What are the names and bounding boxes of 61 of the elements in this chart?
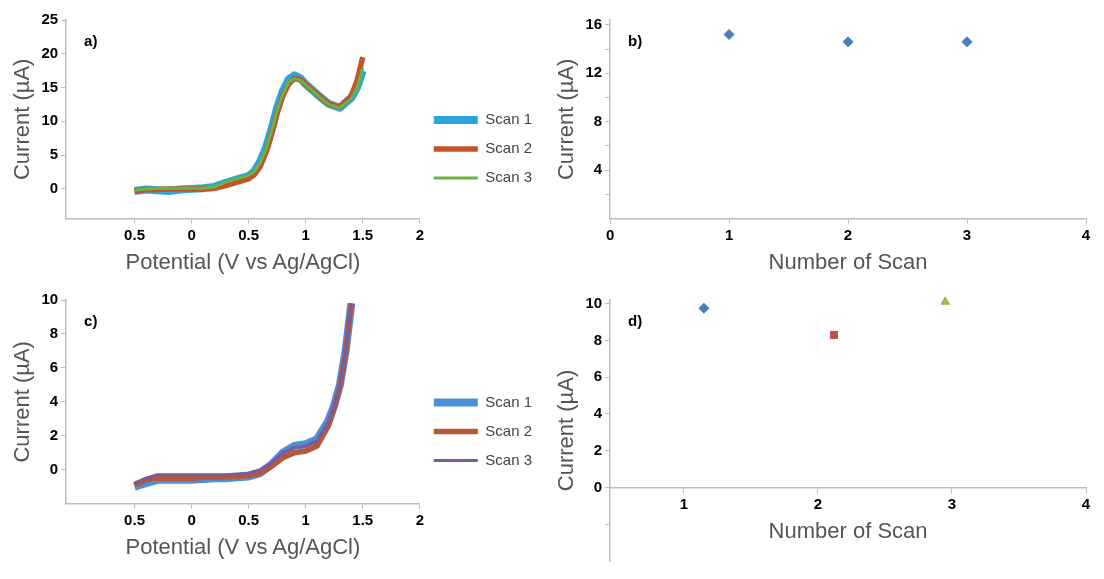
y-tick-label: 4 [593,404,603,422]
y-tick-label: 15 [41,77,59,95]
y-tick-label: 2 [49,425,59,443]
x-tick-label: 2 [843,225,853,243]
legend-label: Scan 1 [485,392,532,410]
legend-label: Scan 3 [485,168,532,186]
y-tick-label: 8 [593,111,603,129]
x-tick-label: 1 [679,494,688,512]
x-tick-label: 1.5 [352,510,374,528]
x-tick-label: 1 [301,510,310,528]
y-tick-label: 10 [41,111,59,129]
y-tick-label: 16 [585,14,603,32]
y-tick-label: 6 [593,367,603,385]
y-tick-label: 0 [593,477,603,495]
legend-label: Scan 2 [485,421,532,439]
x-tick-label: 0 [187,510,196,528]
y-tick-label: 4 [49,391,59,409]
x-tick-label: 2 [415,225,424,243]
y-tick-label: 10 [41,290,59,308]
y-tick-label: 2 [593,440,603,458]
x-tick-label: 0 [605,225,615,243]
y-tick-label: 20 [41,43,59,61]
y-axis-title: Current (µA) [9,58,35,181]
y-tick-label: 8 [593,330,603,348]
x-axis-title: Potential (V vs Ag/AgCl) [125,533,361,559]
x-tick-label: 0.5 [124,510,145,528]
y-axis-title: Current (µA) [553,369,579,492]
x-tick-label: 1.5 [352,225,374,243]
legend-label: Scan 1 [485,110,532,128]
x-tick-label: 0.5 [124,225,145,243]
y-tick-label: 5 [49,145,59,163]
annotation: c) [84,311,98,329]
x-tick-label: 0.5 [238,225,260,243]
y-tick-label: 0 [49,459,59,477]
x-tick-label: 3 [962,225,972,243]
x-tick-label: 3 [947,494,957,512]
x-tick-label: 1 [301,225,310,243]
y-tick-label: 8 [49,324,59,342]
y-axis-title: Current (µA) [9,341,35,463]
x-tick-label: 2 [415,510,424,528]
annotation: a) [84,31,98,49]
x-tick-label: 4 [1081,225,1091,243]
y-tick-label: 10 [585,293,603,311]
annotation: b) [628,31,643,49]
x-axis-title: Potential (V vs Ag/AgCl) [125,248,361,274]
y-tick-label: 12 [585,63,603,81]
y-tick-label: 6 [49,358,59,376]
legend-label: Scan 2 [485,139,532,157]
x-tick-label: 1 [724,225,734,243]
x-tick-label: 4 [1081,494,1091,512]
x-tick-label: 2 [813,494,823,512]
y-tick-label: 25 [41,10,59,28]
x-axis-title: Number of Scan [768,517,928,543]
x-tick-label: 0.5 [238,510,260,528]
x-tick-label: 0 [187,225,196,243]
y-axis-title: Current (µA) [553,58,579,181]
y-tick-label: 0 [49,179,59,197]
annotation: d) [628,311,643,329]
legend-label: Scan 3 [485,450,532,468]
y-tick-label: 4 [593,160,603,178]
x-axis-title: Number of Scan [768,248,928,274]
